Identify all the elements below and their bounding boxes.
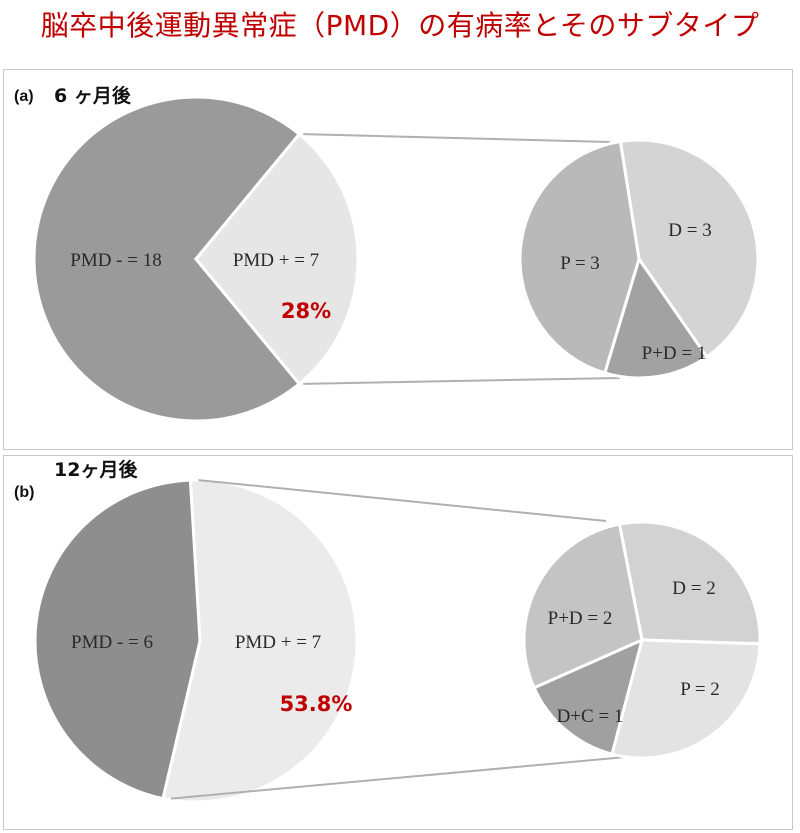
panel-a-heading: 6 ヶ月後 <box>54 85 131 107</box>
b-main-label-pmd-7: PMD + = 7 <box>235 632 321 653</box>
b-sub-label-p-2: P = 2 <box>680 679 720 700</box>
a-sub-label-d-3: D = 3 <box>668 220 711 241</box>
a-main-label-pmd-18: PMD - = 18 <box>70 250 161 271</box>
b-sub-slice-d-2 <box>617 520 762 646</box>
a-connector-bottom <box>303 377 621 385</box>
panel-a-frame <box>3 69 793 450</box>
b-connector-bottom <box>170 756 627 800</box>
chart-title: 脳卒中後運動異常症（PMD）の有病率とそのサブタイプ <box>40 9 760 42</box>
b-sub-label-d-2: D = 2 <box>672 578 715 599</box>
a-sub-slice-d-3 <box>618 138 760 359</box>
panel-b-frame <box>3 455 793 830</box>
a-sub-slice-p-3 <box>518 139 641 375</box>
b-sub-label-p-d-2: P+D = 2 <box>548 608 613 629</box>
a-main-label-pmd-7: PMD + = 7 <box>233 250 319 271</box>
b-main-annotation: 53.8% <box>280 692 353 716</box>
b-main-slice-pmd-6 <box>33 478 202 801</box>
a-sub-label-p-d-1: P+D = 1 <box>642 343 707 364</box>
b-sub-label-d-c-1: D+C = 1 <box>557 706 624 727</box>
panel-a-tag: (a) <box>14 88 34 105</box>
panel-b-tag: (b) <box>14 484 35 501</box>
b-main-label-pmd-6: PMD - = 6 <box>71 632 153 653</box>
a-main-annotation: 28% <box>281 299 331 323</box>
b-sub-slice-p-d-2 <box>522 522 644 690</box>
b-connector-top <box>198 479 607 522</box>
panel-b-heading: 12ヶ月後 <box>54 459 138 481</box>
a-main-slice-pmd-7 <box>194 132 360 386</box>
b-sub-slice-d-c-1 <box>532 637 645 756</box>
b-sub-slice-p-2 <box>610 638 762 760</box>
a-sub-label-p-3: P = 3 <box>560 253 600 274</box>
b-main-slice-pmd-7 <box>161 478 359 804</box>
a-main-slice-pmd-18 <box>32 95 302 423</box>
a-connector-top <box>303 133 611 143</box>
